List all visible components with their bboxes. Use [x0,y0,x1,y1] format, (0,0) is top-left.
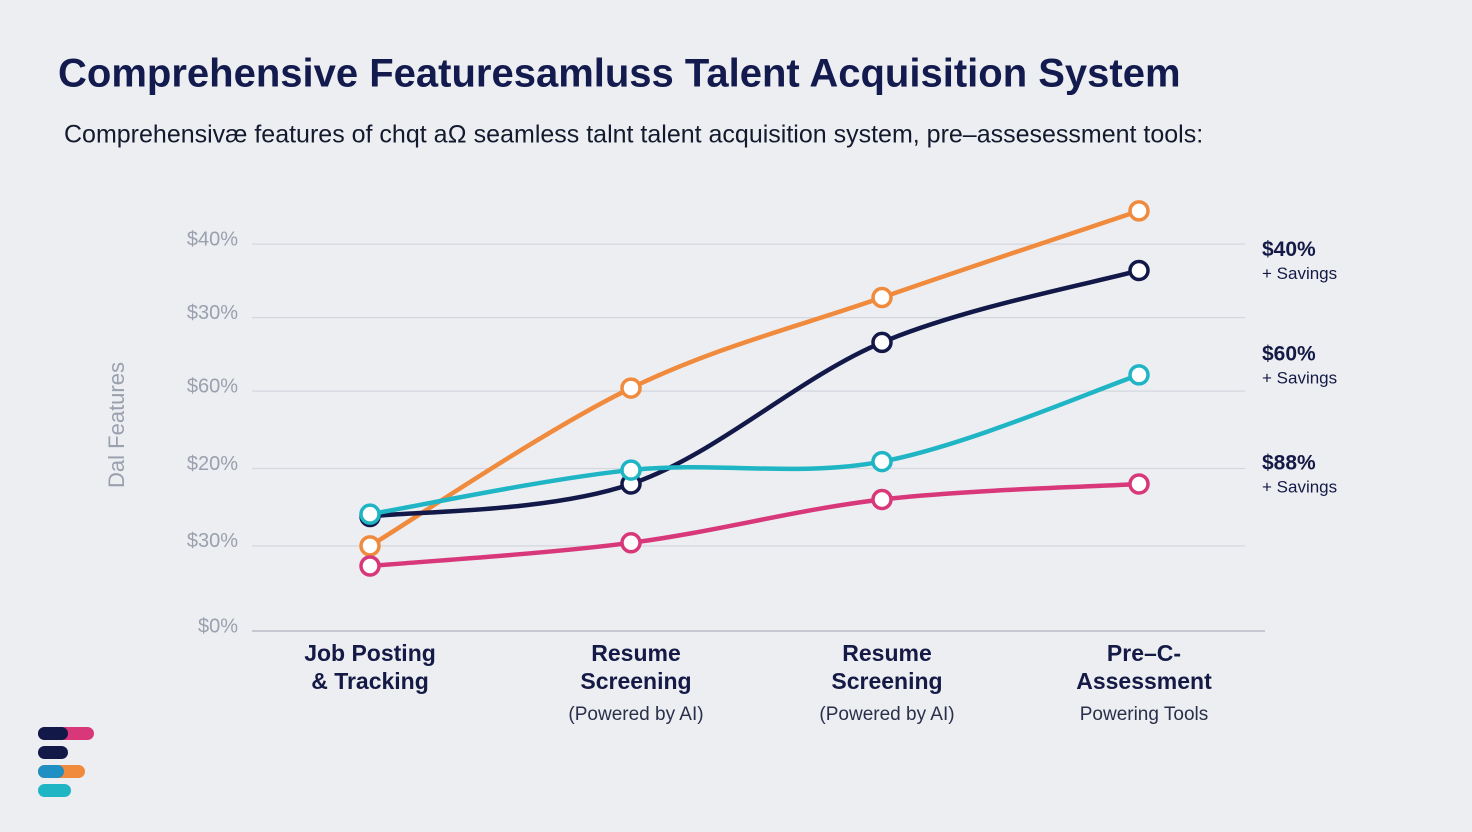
chart-title: Comprehensive Featuresamluss Talent Acqu… [58,52,1181,96]
logo-bar [38,727,68,740]
series-line [367,208,1142,549]
data-point [1128,200,1150,222]
data-point [359,555,381,577]
x-tick-label: Pre–C-Assessment [1076,640,1212,694]
y-tick-label: $0% [198,615,238,637]
y-tick-label: $40% [187,228,238,250]
annotation-note: + Savings [1262,264,1337,283]
data-point [871,286,893,309]
logo-bar [38,746,68,759]
logo-bar [38,784,71,797]
data-point [871,488,893,511]
logo-bar [38,765,64,778]
category-note: Powering Tools [1080,704,1209,725]
annotation-value: $40% [1262,238,1316,261]
y-tick-label: $30% [187,302,238,324]
data-point [620,459,642,481]
data-point [871,331,893,354]
y-tick-label: $60% [187,375,238,397]
y-tick-label: $20% [187,453,238,475]
series-line [367,481,1142,569]
annotation-note: + Savings [1262,368,1337,387]
series-line [367,372,1142,517]
annotation-note: + Savings [1262,477,1337,496]
data-point [620,532,642,554]
y-axis-label: Dal Features [104,362,129,488]
category-note: (Powered by AI) [568,704,703,725]
y-tick-label: $30% [187,530,238,552]
x-tick-label: Resume Screening [580,640,691,694]
x-tick-label: Job Posting & Tracking [304,640,436,694]
data-point [1128,259,1150,282]
x-tick-label: Resume Screening [831,640,942,694]
category-note: (Powered by AI) [819,704,954,725]
logo [38,727,94,797]
data-point [1128,364,1150,386]
data-point [359,503,381,525]
chart-subtitle: Comprehensivæ features of chqt aΩ seamle… [64,121,1203,149]
data-point [620,377,642,399]
data-point [359,535,381,557]
series-line [367,268,1142,519]
data-point [871,450,893,473]
annotation-value: $88% [1262,452,1316,475]
data-point [1128,473,1150,495]
annotation-value: $60% [1262,342,1316,365]
